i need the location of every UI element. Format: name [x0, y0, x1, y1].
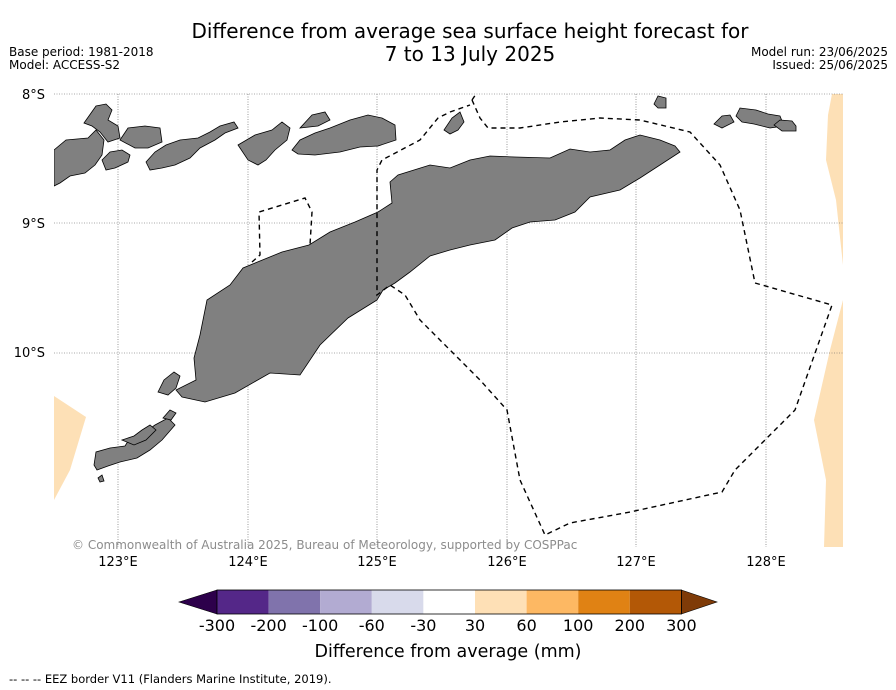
- colorbar-tick-10: 300: [666, 616, 697, 635]
- lon-label-126: 126°E: [487, 555, 527, 570]
- meta-left: Base period: 1981-2018 Model: ACCESS-S2: [9, 46, 154, 72]
- colorbar-tick-2: -200: [250, 616, 286, 635]
- land-islet-f: [773, 119, 797, 132]
- land-islet-c: [653, 95, 667, 109]
- colorbar: -300 -200 -100 -60 -30 30 60 100 200 300…: [178, 589, 718, 662]
- colorbar-extend-high: [681, 589, 718, 615]
- colorbar-bin-6: [475, 590, 527, 614]
- land-islet-b: [443, 111, 465, 135]
- land-pantar: [145, 121, 239, 171]
- land-small-island-1: [83, 103, 121, 143]
- colorbar-tick-3: -100: [302, 616, 338, 635]
- lon-label-128: 128°E: [746, 555, 786, 570]
- colorbar-tick-4: -60: [359, 616, 385, 635]
- lon-label-124: 124°E: [228, 555, 268, 570]
- land-islet-d: [713, 114, 735, 129]
- colorbar-bin-5: [423, 590, 475, 614]
- land-layer: [54, 95, 797, 483]
- eez-border: [251, 94, 833, 536]
- land-islet-a: [298, 111, 331, 129]
- land-islet-g: [162, 409, 177, 421]
- land-rote-nw: [120, 424, 157, 446]
- land-flores-west: [54, 129, 105, 187]
- colorbar-bin-3: [320, 590, 372, 614]
- model-run-text: Model run: 23/06/2025: [750, 45, 888, 59]
- map-title: Difference from average sea surface heig…: [0, 20, 896, 66]
- colorbar-title: Difference from average (mm): [314, 642, 581, 662]
- land-adonara: [101, 149, 131, 171]
- lat-label-9: 9°S: [22, 217, 45, 232]
- colorbar-bin-7: [526, 590, 579, 614]
- colorbar-tick-1: -300: [199, 616, 235, 635]
- colorbar-bin-9: [629, 590, 682, 614]
- issued-text: Issued: 25/06/2025: [772, 58, 888, 72]
- map-title-line1: Difference from average sea surface heig…: [191, 19, 749, 43]
- model-text: Model: ACCESS-S2: [9, 58, 121, 72]
- copyright-text: © Commonwealth of Australia 2025, Bureau…: [72, 538, 577, 552]
- land-islet-h: [97, 474, 105, 483]
- colorbar-tick-6: 30: [465, 616, 485, 635]
- anomaly-layer: [54, 94, 843, 547]
- colorbar-bin-8: [578, 590, 630, 614]
- meta-right: Model run: 23/06/2025 Issued: 25/06/2025: [751, 46, 888, 72]
- lon-label-123: 123°E: [98, 555, 138, 570]
- lat-label-8: 8°S: [22, 88, 45, 103]
- colorbar-bin-1: [217, 590, 269, 614]
- base-period-text: Base period: 1981-2018: [9, 45, 154, 59]
- colorbar-bin-4: [371, 590, 424, 614]
- anomaly-patch-west: [54, 396, 86, 500]
- lat-label-10: 10°S: [14, 346, 45, 361]
- land-alor: [237, 121, 291, 166]
- eez-line-top: [471, 94, 477, 101]
- colorbar-tick-7: 60: [516, 616, 536, 635]
- eez-footnote: -- -- -- EEZ border V11 (Flanders Marine…: [9, 672, 332, 686]
- lon-label-125: 125°E: [357, 555, 397, 570]
- map-title-line2: 7 to 13 July 2025: [384, 42, 556, 66]
- anomaly-patch-east: [814, 94, 843, 547]
- colorbar-tick-8: 100: [563, 616, 594, 635]
- land-lembata: [119, 125, 163, 149]
- eez-line-main: [376, 99, 833, 536]
- colorbar-bin-2: [268, 590, 321, 614]
- land-semau: [157, 371, 181, 396]
- colorbar-tick-9: 200: [615, 616, 646, 635]
- gridlines: [54, 93, 843, 547]
- lon-label-127: 127°E: [616, 555, 656, 570]
- colorbar-extend-low: [178, 589, 218, 615]
- colorbar-tick-5: -30: [410, 616, 436, 635]
- land-timor: [175, 134, 681, 403]
- colorbar-outline: [216, 589, 682, 615]
- land-wetar: [291, 114, 397, 156]
